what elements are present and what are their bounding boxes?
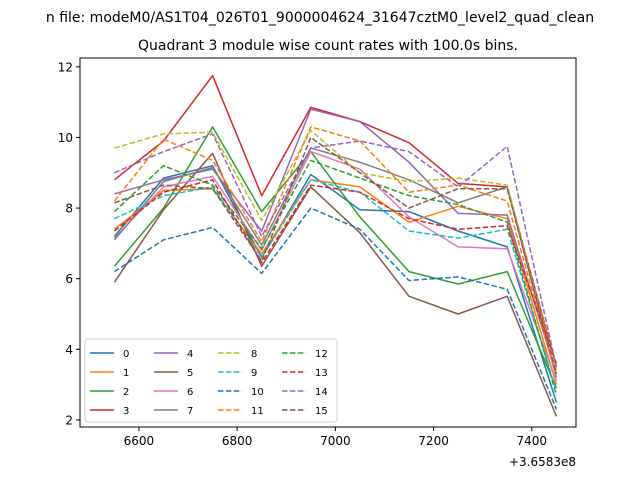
chart-title: Quadrant 3 module wise count rates with …	[138, 38, 518, 54]
plot-frame	[79, 57, 577, 428]
series-line-2	[113, 126, 558, 389]
x-tick-label: 7200	[418, 434, 449, 448]
legend-label-9: 9	[251, 368, 257, 379]
x-offset-label: +3.6583e8	[509, 455, 576, 469]
legend-label-11: 11	[251, 406, 264, 417]
x-tick-label: 6600	[124, 434, 155, 448]
legend-label-12: 12	[315, 349, 328, 360]
y-tick-label: 4	[65, 343, 73, 357]
y-tick-label: 10	[58, 131, 73, 145]
series-line-12	[113, 159, 558, 396]
series-line-6	[113, 150, 558, 382]
series-line-13	[113, 179, 558, 364]
figure-suptitle: n file: modeM0/AS1T04_026T01_9000004624_…	[46, 10, 594, 26]
plot-lines	[113, 74, 558, 417]
legend-label-4: 4	[187, 349, 193, 360]
x-tick-label: 6800	[222, 434, 253, 448]
legend-label-5: 5	[187, 368, 193, 379]
x-tick-label: 7400	[517, 434, 548, 448]
series-line-15	[114, 136, 558, 375]
legend-label-15: 15	[315, 406, 328, 417]
y-axis: 2 4 6 8 10 12	[58, 60, 80, 427]
series-line-11	[113, 126, 558, 378]
legend-label-10: 10	[251, 387, 264, 398]
series-line-0	[113, 164, 558, 403]
legend-label-0: 0	[123, 349, 129, 360]
legend-label-6: 6	[187, 387, 193, 398]
y-tick-label: 2	[65, 413, 73, 427]
legend-label-1: 1	[123, 368, 129, 379]
series-line-9	[114, 179, 558, 392]
legend-box	[84, 338, 338, 423]
y-tick-label: 8	[65, 202, 73, 216]
x-tick-label: 7000	[320, 434, 351, 448]
legend-label-3: 3	[123, 406, 129, 417]
legend-label-2: 2	[123, 387, 129, 398]
series-line-14	[114, 133, 558, 368]
series-line-10	[113, 207, 558, 410]
legend-label-13: 13	[315, 368, 328, 379]
legend-label-7: 7	[187, 406, 193, 417]
y-tick-label: 12	[58, 60, 73, 74]
y-tick-label: 6	[65, 272, 73, 286]
x-axis: 6600 6800 7000 7200 7400	[124, 427, 547, 448]
legend-label-8: 8	[251, 349, 257, 360]
legend-label-14: 14	[315, 387, 328, 398]
series-line-8	[114, 129, 558, 371]
series-line-3	[113, 74, 558, 368]
